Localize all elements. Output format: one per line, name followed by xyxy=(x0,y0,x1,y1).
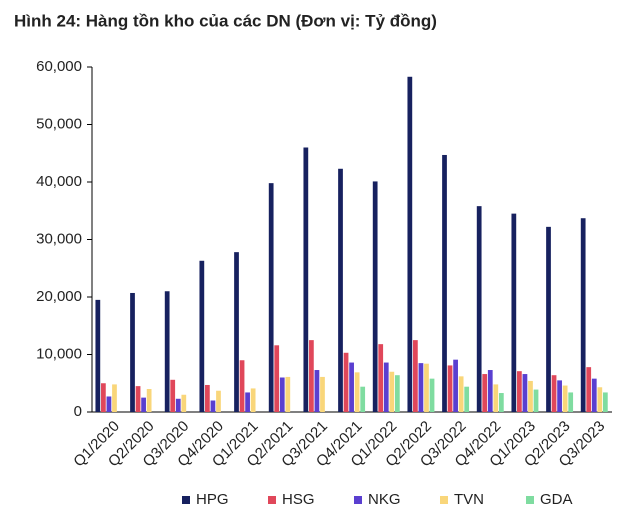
bar xyxy=(394,375,400,412)
bar xyxy=(533,389,539,412)
bar xyxy=(464,386,470,412)
legend-label: HSG xyxy=(282,491,315,508)
bar xyxy=(360,386,366,412)
bar xyxy=(418,363,424,412)
bar xyxy=(546,226,551,412)
bar xyxy=(274,345,280,412)
y-tick-label: 60,000 xyxy=(36,58,82,75)
bar xyxy=(372,181,378,412)
bar xyxy=(424,363,429,412)
bar xyxy=(498,393,504,412)
bar xyxy=(135,386,141,412)
bar xyxy=(354,372,360,412)
legend-label: NKG xyxy=(368,491,401,508)
bar xyxy=(602,392,608,412)
bar xyxy=(522,374,528,412)
bar xyxy=(487,370,493,412)
bar xyxy=(216,390,221,412)
legend-swatch xyxy=(182,496,190,504)
bar xyxy=(250,388,256,412)
bar xyxy=(314,370,320,412)
bar xyxy=(580,218,586,412)
legend-label: GDA xyxy=(540,491,573,508)
bar xyxy=(551,375,557,412)
legend-swatch xyxy=(526,496,534,504)
bar xyxy=(130,292,135,412)
bar xyxy=(349,362,354,412)
bar xyxy=(101,383,106,412)
bar xyxy=(175,398,181,412)
bar xyxy=(285,376,291,412)
bar xyxy=(482,374,488,412)
bar xyxy=(205,384,210,412)
bar xyxy=(562,385,568,412)
bar xyxy=(591,378,597,412)
bar xyxy=(517,371,522,412)
bar xyxy=(597,387,603,412)
bar xyxy=(268,183,274,412)
legend-label: TVN xyxy=(454,491,484,508)
bar xyxy=(141,397,146,412)
y-tick-label: 30,000 xyxy=(36,230,82,247)
bar xyxy=(170,379,176,412)
bar xyxy=(343,352,349,412)
chart-title: Hình 24: Hàng tồn kho của các DN (Đơn vị… xyxy=(14,11,437,30)
bar xyxy=(239,360,245,412)
bar xyxy=(95,299,101,412)
bar xyxy=(112,384,117,412)
legend-swatch xyxy=(440,496,448,504)
bar xyxy=(199,260,205,412)
bar xyxy=(234,252,239,412)
legend-swatch xyxy=(354,496,362,504)
y-tick-label: 40,000 xyxy=(36,173,82,190)
bar xyxy=(453,359,458,412)
bar xyxy=(245,392,250,412)
bar xyxy=(146,389,152,412)
bar xyxy=(429,378,435,412)
bar xyxy=(413,340,418,412)
bar xyxy=(476,206,482,412)
bar xyxy=(106,396,112,412)
bar xyxy=(378,344,384,412)
bar xyxy=(528,380,533,412)
bar xyxy=(164,291,170,412)
bar xyxy=(320,376,325,412)
bar xyxy=(511,213,517,412)
bar xyxy=(442,154,447,412)
bar xyxy=(586,367,592,412)
bar xyxy=(309,340,314,412)
bar xyxy=(338,168,343,412)
bar xyxy=(383,362,389,412)
bar xyxy=(407,76,413,413)
bar xyxy=(181,394,187,412)
bar xyxy=(568,392,574,412)
bar xyxy=(557,380,562,412)
bar xyxy=(210,400,216,412)
y-tick-label: 20,000 xyxy=(36,288,82,305)
bar xyxy=(303,147,309,412)
bar xyxy=(447,365,453,412)
y-tick-label: 10,000 xyxy=(36,345,82,362)
bar xyxy=(458,376,464,412)
y-tick-label: 50,000 xyxy=(36,115,82,132)
bar xyxy=(493,384,499,412)
legend-label: HPG xyxy=(196,491,229,508)
bar xyxy=(279,377,285,412)
y-tick-label: 0 xyxy=(74,403,82,420)
legend-swatch xyxy=(268,496,276,504)
bar xyxy=(389,371,395,412)
